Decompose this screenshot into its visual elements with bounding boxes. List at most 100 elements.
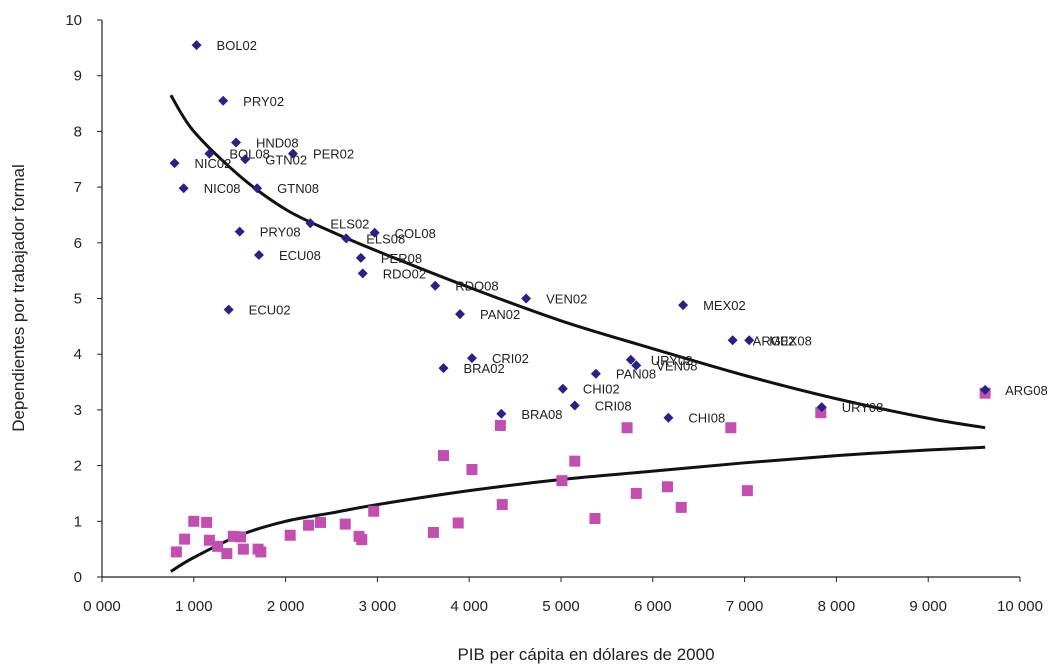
x-tick-label: 0 000 [83, 598, 121, 615]
x-tick-label: 10 000 [997, 598, 1043, 615]
square-point [284, 529, 296, 541]
square-point [466, 463, 478, 475]
square-point [188, 515, 200, 527]
point-label: CHI08 [688, 411, 725, 426]
square-point [227, 530, 239, 542]
point-label: BRA08 [521, 407, 562, 422]
diamond-point [430, 280, 441, 291]
point-label: CHI02 [583, 382, 620, 397]
y-tick-label: 7 [74, 179, 82, 196]
square-point [494, 419, 506, 431]
diamond-point [252, 183, 263, 194]
point-label: PER08 [381, 251, 422, 266]
square-point [725, 422, 737, 434]
y-tick-label: 3 [74, 402, 82, 419]
point-label: RDO02 [383, 266, 426, 281]
point-label: PAN08 [616, 367, 656, 382]
x-tick-label: 8 000 [818, 598, 856, 615]
square-point [452, 517, 464, 529]
y-tick-label: 5 [74, 291, 82, 308]
diamond-point [521, 293, 532, 304]
point-label: RDO08 [455, 279, 498, 294]
point-label: URY02 [651, 353, 693, 368]
diamond-point [438, 363, 449, 374]
x-tick-label: 6 000 [634, 598, 672, 615]
square-point [356, 534, 368, 546]
point-label: VEN02 [546, 292, 587, 307]
diamond-point [625, 354, 636, 365]
diamond-point [357, 268, 368, 279]
diamond-point [341, 233, 352, 244]
point-label: BOL02 [217, 38, 257, 53]
point-label: ELS02 [330, 216, 369, 231]
x-tick-label: 3 000 [359, 598, 397, 615]
square-point [496, 499, 508, 511]
axes: 0 000 1 000 2 000 3 000 4 000 5 000 6 000 7 000… [65, 12, 1043, 615]
y-tick-label: 9 [74, 68, 82, 85]
square-point [179, 533, 191, 545]
diamond-point [744, 335, 755, 346]
square-point [170, 546, 182, 558]
diamond-point [169, 158, 180, 169]
point-label: URY08 [842, 400, 884, 415]
x-tick-label: 7 000 [726, 598, 764, 615]
diamond-point [727, 335, 738, 346]
point-label: NIC08 [204, 181, 241, 196]
point-label: CRI02 [492, 351, 529, 366]
square-point [303, 519, 315, 531]
diamond-point [569, 400, 580, 411]
point-label: BOL08 [229, 147, 269, 162]
diamond-point [663, 412, 674, 423]
diamond-point [223, 304, 234, 315]
square-point [621, 422, 633, 434]
x-tick-label: 5 000 [542, 598, 580, 615]
point-label: MEX08 [769, 333, 812, 348]
diamond-point [218, 95, 229, 106]
diamond-series [169, 40, 991, 423]
x-tick-label: 9 000 [909, 598, 947, 615]
diamond-point [557, 383, 568, 394]
point-label: BRA02 [463, 361, 504, 376]
point-label: PAN02 [480, 307, 520, 322]
diamond-point [816, 402, 827, 413]
diamond-point [253, 250, 264, 261]
point-label: GTN02 [265, 152, 307, 167]
diamond-point [287, 148, 298, 159]
diamond-point [240, 154, 251, 165]
square-point [203, 534, 215, 546]
y-tick-label: 4 [74, 346, 82, 363]
point-label: HND08 [256, 136, 299, 151]
square-point [314, 516, 326, 528]
y-tick-label: 0 [74, 569, 82, 586]
square-point [661, 481, 673, 493]
point-label: COL08 [395, 226, 436, 241]
square-point [255, 546, 267, 558]
diamond-point [178, 183, 189, 194]
point-label: MEX02 [703, 298, 746, 313]
diamond-point [980, 384, 991, 395]
square-point [427, 526, 439, 538]
diamond-point [496, 408, 507, 419]
diamond-point [678, 300, 689, 311]
point-label: ARG02 [753, 333, 796, 348]
square-point [235, 531, 247, 543]
square-point [589, 513, 601, 525]
point-label: VEN08 [656, 358, 697, 373]
square-point [368, 505, 380, 517]
square-point [630, 487, 642, 499]
square-point [237, 543, 249, 555]
diamond-point [191, 40, 202, 51]
y-tick-label: 2 [74, 458, 82, 475]
point-label: ECU02 [249, 303, 291, 318]
diamond-point [369, 227, 380, 238]
point-label: ELS08 [366, 231, 405, 246]
point-label: PER02 [313, 147, 354, 162]
point-label: ARG08 [1005, 383, 1048, 398]
diamond-point [231, 137, 242, 148]
square-point [556, 475, 568, 487]
point-label: PRY08 [260, 225, 301, 240]
square-point [569, 455, 581, 467]
x-tick-label: 2 000 [267, 598, 305, 615]
square-point [212, 540, 224, 552]
